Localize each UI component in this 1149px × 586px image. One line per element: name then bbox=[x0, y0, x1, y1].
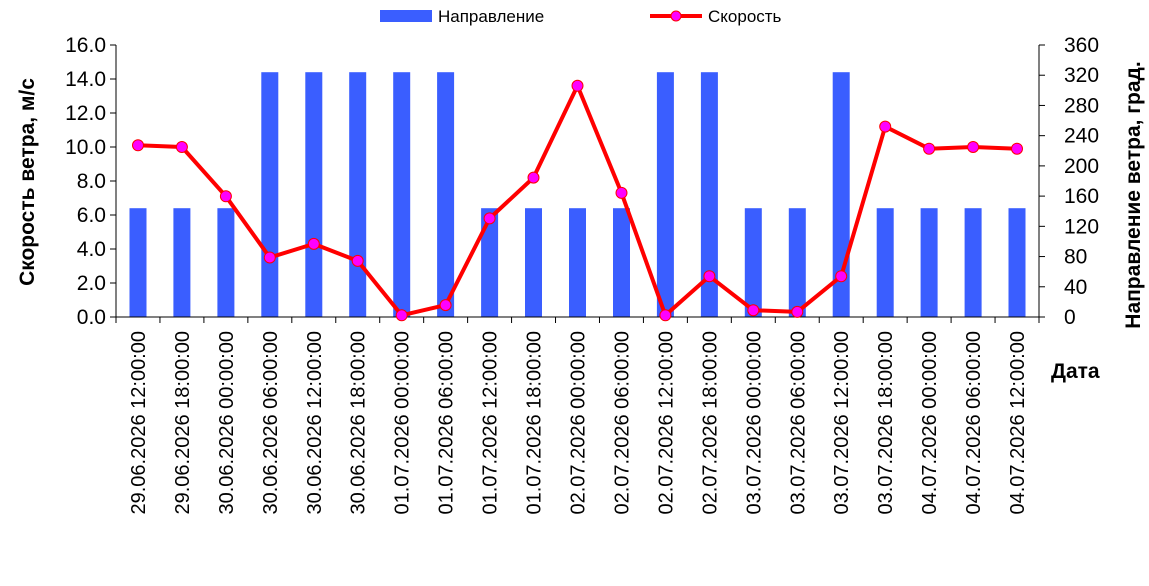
speed-point bbox=[791, 305, 804, 318]
speed-point bbox=[132, 139, 144, 152]
x-tick-label: 03.07.2026 00:00:00 bbox=[743, 331, 765, 515]
left-tick-label: 12.0 bbox=[65, 102, 106, 125]
bar-direction bbox=[129, 208, 147, 317]
x-tick-label: 03.07.2026 12:00:00 bbox=[831, 331, 853, 515]
bar-direction bbox=[305, 72, 323, 317]
x-tick-label: 30.06.2026 00:00:00 bbox=[216, 331, 238, 515]
line-series-speed bbox=[132, 79, 1023, 322]
x-tick-label: 30.06.2026 18:00:00 bbox=[348, 331, 370, 515]
bar-direction bbox=[569, 208, 586, 317]
bar-direction bbox=[217, 208, 235, 317]
speed-point bbox=[747, 304, 760, 317]
bar-direction bbox=[261, 72, 279, 317]
right-tick-label: 280 bbox=[1064, 94, 1099, 117]
bar-direction bbox=[656, 72, 674, 317]
speed-point bbox=[923, 142, 936, 155]
x-tick-label: 01.07.2026 18:00:00 bbox=[524, 331, 546, 515]
right-tick-label: 80 bbox=[1064, 246, 1087, 269]
speed-point bbox=[483, 212, 496, 225]
x-tick-label: 04.07.2026 12:00:00 bbox=[1007, 331, 1029, 515]
bar-direction bbox=[173, 208, 191, 317]
left-tick-label: 14.0 bbox=[65, 68, 106, 91]
speed-point bbox=[571, 79, 584, 92]
speed-point bbox=[835, 270, 848, 283]
speed-point bbox=[703, 270, 716, 283]
right-tick-label: 360 bbox=[1064, 34, 1099, 57]
speed-point bbox=[615, 186, 628, 199]
x-axis-title: Дата bbox=[1051, 360, 1100, 383]
x-tick-label: 30.06.2026 06:00:00 bbox=[260, 331, 282, 515]
left-tick-label: 16.0 bbox=[65, 34, 106, 57]
x-tick-label: 02.07.2026 06:00:00 bbox=[612, 331, 634, 515]
legend-swatch-speed-marker bbox=[670, 10, 682, 22]
right-tick-label: 120 bbox=[1064, 215, 1099, 238]
legend: Направление Скорость bbox=[380, 7, 782, 26]
x-tick-label: 03.07.2026 06:00:00 bbox=[787, 331, 809, 515]
legend-label-direction: Направление bbox=[438, 7, 544, 26]
left-tick-label: 2.0 bbox=[77, 272, 106, 295]
speed-point bbox=[879, 120, 892, 133]
bar-direction bbox=[393, 72, 411, 317]
speed-point bbox=[967, 141, 980, 153]
x-tick-label: 04.07.2026 06:00:00 bbox=[963, 331, 985, 515]
x-ticks: 29.06.2026 12:00:00 29.06.2026 18:00:00 30… bbox=[115, 317, 1040, 515]
speed-point bbox=[1011, 142, 1023, 155]
left-tick-label: 10.0 bbox=[65, 136, 106, 159]
right-tick-label: 320 bbox=[1064, 64, 1099, 87]
x-tick-label: 01.07.2026 00:00:00 bbox=[392, 331, 414, 515]
left-tick-label: 6.0 bbox=[77, 204, 106, 227]
right-tick-label: 0 bbox=[1064, 306, 1076, 329]
left-y-ticks: 0.0 2.0 4.0 6.0 8.0 10.0 12.0 14.0 16.0 bbox=[65, 34, 116, 329]
x-tick-label: 02.07.2026 12:00:00 bbox=[655, 331, 677, 515]
x-tick-label: 02.07.2026 18:00:00 bbox=[699, 331, 721, 515]
bar-direction bbox=[964, 208, 982, 317]
bar-direction bbox=[481, 208, 499, 317]
right-y-ticks: 0 40 80 120 160 200 240 280 320 360 bbox=[1039, 34, 1099, 329]
right-tick-label: 40 bbox=[1064, 276, 1087, 299]
speed-point bbox=[263, 251, 276, 264]
x-tick-label: 01.07.2026 06:00:00 bbox=[436, 331, 458, 515]
left-tick-label: 0.0 bbox=[77, 306, 106, 329]
x-tick-label: 03.07.2026 18:00:00 bbox=[875, 331, 897, 515]
right-tick-label: 240 bbox=[1064, 125, 1099, 148]
bar-direction bbox=[525, 208, 542, 317]
x-tick-label: 29.06.2026 12:00:00 bbox=[128, 331, 150, 515]
bar-direction bbox=[613, 208, 630, 317]
right-tick-label: 160 bbox=[1064, 185, 1099, 208]
x-tick-label: 02.07.2026 00:00:00 bbox=[568, 331, 590, 515]
left-tick-label: 4.0 bbox=[77, 238, 106, 261]
speed-point bbox=[307, 237, 320, 250]
bar-direction bbox=[920, 208, 938, 317]
right-tick-label: 200 bbox=[1064, 155, 1099, 178]
legend-label-speed: Скорость bbox=[708, 7, 782, 26]
speed-point bbox=[527, 171, 540, 184]
x-tick-label: 04.07.2026 00:00:00 bbox=[919, 331, 941, 515]
left-axis-title: Скорость ветра, м/с bbox=[16, 78, 39, 286]
bar-series-direction bbox=[129, 72, 1026, 317]
bar-direction bbox=[349, 72, 367, 317]
legend-swatch-direction bbox=[380, 10, 432, 22]
left-tick-label: 8.0 bbox=[77, 170, 106, 193]
bar-direction bbox=[788, 208, 806, 317]
bar-direction bbox=[876, 208, 894, 317]
x-tick-label: 29.06.2026 18:00:00 bbox=[172, 331, 194, 515]
speed-point bbox=[175, 141, 188, 153]
speed-point bbox=[395, 309, 408, 322]
x-tick-label: 01.07.2026 12:00:00 bbox=[480, 331, 502, 515]
speed-point bbox=[351, 254, 364, 267]
bar-direction bbox=[1008, 208, 1026, 317]
bar-direction bbox=[744, 208, 762, 317]
speed-point bbox=[439, 299, 452, 312]
speed-point bbox=[219, 190, 232, 203]
right-axis-title: Направление ветра, град. bbox=[1122, 61, 1145, 328]
speed-point bbox=[659, 309, 672, 322]
x-tick-label: 30.06.2026 12:00:00 bbox=[304, 331, 326, 515]
bar-direction bbox=[437, 72, 455, 317]
bar-direction bbox=[700, 72, 718, 317]
